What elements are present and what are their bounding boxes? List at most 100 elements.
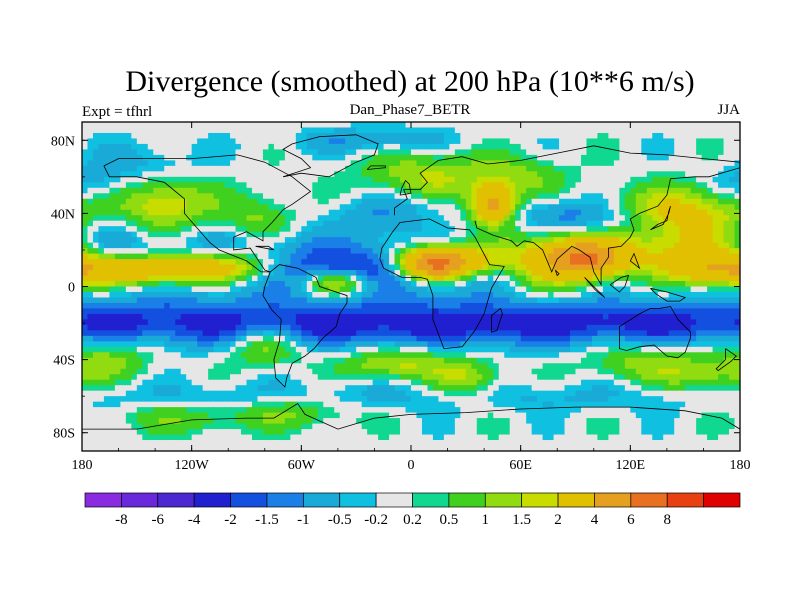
- field-cell: [251, 237, 259, 244]
- field-cell: [378, 308, 385, 315]
- field-cell: [345, 176, 352, 183]
- field-cell: [224, 187, 231, 194]
- field-cell: [284, 226, 291, 233]
- field-cell: [663, 176, 670, 183]
- field-cell: [701, 291, 708, 299]
- field-cell: [542, 270, 549, 277]
- field-cell: [312, 143, 319, 151]
- field-cell: [345, 160, 352, 167]
- field-cell: [449, 187, 456, 194]
- field-cell: [553, 182, 560, 189]
- field-cell: [465, 324, 472, 331]
- field-cell: [378, 154, 385, 161]
- field-cell: [251, 154, 259, 161]
- field-cell: [136, 176, 143, 183]
- field-cell: [279, 270, 286, 277]
- field-cell: [729, 275, 736, 282]
- field-cell: [696, 132, 703, 140]
- field-cell: [509, 226, 516, 233]
- field-cell: [109, 308, 116, 315]
- field-cell: [372, 237, 379, 244]
- field-cell: [509, 182, 516, 189]
- field-cell: [378, 330, 385, 337]
- field-cell: [290, 176, 297, 183]
- field-cell: [570, 187, 577, 194]
- field-cell: [169, 226, 176, 233]
- field-cell: [416, 270, 423, 277]
- field-cell: [186, 330, 193, 337]
- field-cell: [685, 313, 692, 320]
- field-cell: [219, 264, 226, 271]
- field-cell: [487, 149, 494, 156]
- field-cell: [180, 127, 187, 134]
- field-cell: [624, 291, 631, 299]
- field-cell: [526, 231, 533, 238]
- field-cell: [109, 275, 116, 282]
- field-cell: [465, 231, 472, 238]
- field-cell: [438, 281, 445, 288]
- field-cell: [323, 204, 330, 211]
- field-cell: [186, 193, 193, 200]
- field-cell: [290, 346, 297, 353]
- field-cell: [114, 149, 121, 156]
- field-cell: [290, 160, 297, 167]
- field-cell: [191, 231, 198, 238]
- field-cell: [147, 193, 154, 200]
- field-cell: [476, 132, 483, 140]
- field-cell: [284, 242, 291, 249]
- field-cell: [103, 281, 111, 288]
- field-cell: [438, 330, 445, 337]
- field-cell: [98, 313, 105, 320]
- field-cell: [564, 253, 571, 260]
- field-cell: [635, 193, 642, 200]
- field-cell: [520, 313, 527, 320]
- field-cell: [153, 270, 160, 277]
- field-cell: [580, 297, 588, 304]
- field-cell: [586, 149, 593, 156]
- field-cell: [131, 198, 138, 205]
- field-cell: [224, 253, 231, 260]
- field-cell: [652, 226, 659, 233]
- field-cell: [235, 122, 242, 129]
- field-cell: [580, 253, 588, 260]
- field-cell: [345, 346, 352, 353]
- field-cell: [202, 324, 209, 331]
- field-cell: [729, 253, 736, 260]
- field-cell: [542, 127, 549, 134]
- field-cell: [180, 138, 187, 145]
- field-cell: [262, 231, 270, 238]
- field-cell: [251, 231, 259, 238]
- field-cell: [175, 198, 182, 205]
- field-cell: [482, 270, 489, 277]
- field-cell: [208, 291, 215, 299]
- field-cell: [729, 132, 736, 140]
- field-cell: [707, 187, 714, 194]
- field-cell: [142, 209, 149, 216]
- field-cell: [186, 270, 193, 277]
- field-cell: [219, 242, 226, 249]
- field-cell: [460, 341, 467, 348]
- field-cell: [175, 281, 182, 288]
- field-cell: [438, 220, 445, 227]
- field-cell: [98, 237, 105, 244]
- field-cell: [580, 341, 588, 348]
- field-cell: [103, 253, 111, 260]
- field-cell: [690, 291, 697, 299]
- field-cell: [213, 127, 220, 134]
- field-cell: [729, 281, 736, 288]
- field-cell: [224, 165, 231, 172]
- field-cell: [284, 215, 291, 222]
- field-cell: [350, 237, 357, 244]
- field-cell: [169, 259, 176, 266]
- field-cell: [597, 275, 604, 282]
- field-cell: [553, 215, 560, 222]
- field-cell: [186, 275, 193, 282]
- field-cell: [306, 132, 313, 140]
- field-cell: [646, 226, 653, 233]
- field-cell: [646, 253, 653, 260]
- field-cell: [312, 335, 319, 342]
- field-cell: [657, 264, 664, 271]
- field-cell: [624, 270, 631, 277]
- field-cell: [454, 341, 461, 348]
- field-cell: [652, 264, 659, 271]
